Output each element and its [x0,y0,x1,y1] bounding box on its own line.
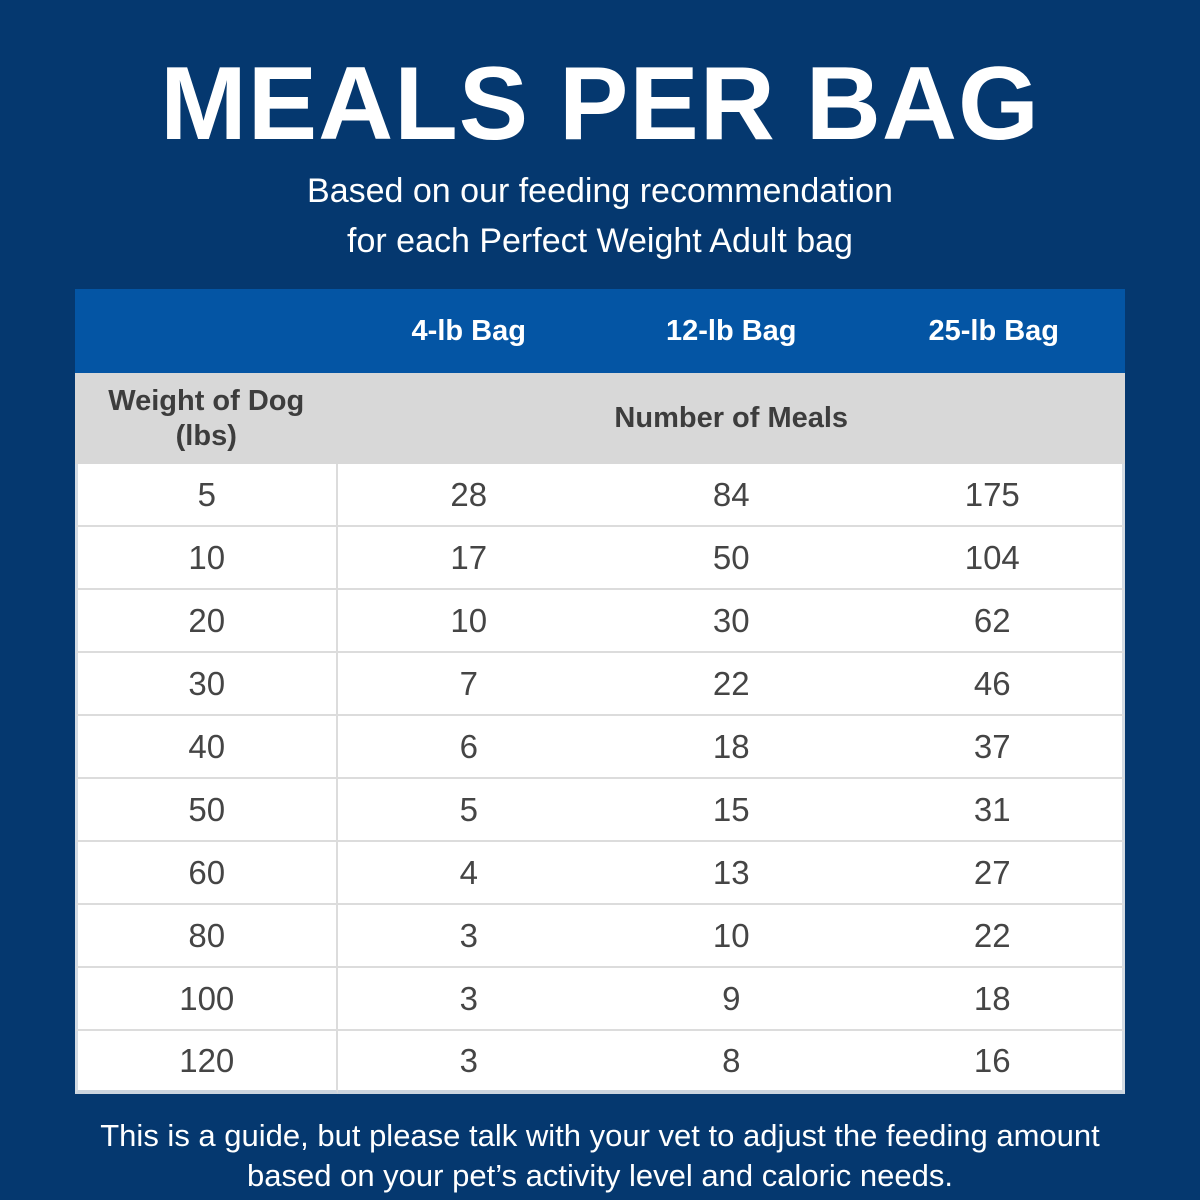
sub-header-row: Weight of Dog (lbs) Number of Meals [75,373,1125,464]
bag-header-12lb: 12-lb Bag [600,289,863,373]
meals-cell-25lb: 31 [862,779,1125,842]
weight-cell: 5 [75,464,338,527]
bag-header-empty-cell [75,289,338,373]
meals-cell-12lb: 15 [600,779,863,842]
table-row: 100 3 9 18 [75,968,1125,1031]
bag-header-25lb: 25-lb Bag [862,289,1125,373]
table-row: 30 7 22 46 [75,653,1125,716]
meals-cell-25lb: 46 [862,653,1125,716]
meals-cell-12lb: 10 [600,905,863,968]
meals-cell-12lb: 8 [600,1031,863,1094]
table-row: 40 6 18 37 [75,716,1125,779]
weight-cell: 40 [75,716,338,779]
weight-cell: 10 [75,527,338,590]
weight-cell: 20 [75,590,338,653]
meals-cell-4lb: 28 [337,464,600,527]
table-row: 50 5 15 31 [75,779,1125,842]
meals-cell-12lb: 18 [600,716,863,779]
footnote: This is a guide, but please talk with yo… [0,1116,1200,1196]
meals-cell-4lb: 3 [337,968,600,1031]
meals-cell-25lb: 104 [862,527,1125,590]
page-subtitle: Based on our feeding recommendation for … [0,166,1200,266]
weight-cell: 60 [75,842,338,905]
weight-cell: 50 [75,779,338,842]
number-of-meals-header: Number of Meals [337,373,1125,464]
meals-cell-12lb: 13 [600,842,863,905]
table-row: 5 28 84 175 [75,464,1125,527]
feeding-table-container: 4-lb Bag 12-lb Bag 25-lb Bag Weight of D… [75,289,1125,1094]
meals-cell-4lb: 3 [337,1031,600,1094]
meals-cell-4lb: 17 [337,527,600,590]
weight-cell: 80 [75,905,338,968]
weight-header-line-1: Weight of Dog [108,384,305,417]
meals-cell-25lb: 16 [862,1031,1125,1094]
meals-cell-4lb: 5 [337,779,600,842]
meals-cell-12lb: 50 [600,527,863,590]
bag-size-header-row: 4-lb Bag 12-lb Bag 25-lb Bag [75,289,1125,373]
meals-cell-4lb: 4 [337,842,600,905]
weight-cell: 100 [75,968,338,1031]
meals-cell-25lb: 22 [862,905,1125,968]
meals-cell-12lb: 9 [600,968,863,1031]
table-body: 5 28 84 175 10 17 50 104 20 10 30 62 30 … [75,464,1125,1094]
meals-cell-12lb: 84 [600,464,863,527]
table-row: 80 3 10 22 [75,905,1125,968]
meals-cell-12lb: 30 [600,590,863,653]
footnote-line-1: This is a guide, but please talk with yo… [100,1118,1100,1153]
page-title: MEALS PER BAG [160,46,1040,162]
meals-cell-25lb: 62 [862,590,1125,653]
footnote-line-2: based on your pet’s activity level and c… [247,1158,953,1193]
table-row: 60 4 13 27 [75,842,1125,905]
meals-cell-4lb: 6 [337,716,600,779]
meals-cell-25lb: 175 [862,464,1125,527]
feeding-table: 4-lb Bag 12-lb Bag 25-lb Bag Weight of D… [75,289,1125,1094]
meals-cell-4lb: 3 [337,905,600,968]
meals-cell-25lb: 18 [862,968,1125,1031]
weight-of-dog-header: Weight of Dog (lbs) [75,373,338,464]
table-row: 10 17 50 104 [75,527,1125,590]
subtitle-line-1: Based on our feeding recommendation [307,172,893,210]
weight-cell: 30 [75,653,338,716]
meals-cell-12lb: 22 [600,653,863,716]
meals-cell-4lb: 10 [337,590,600,653]
subtitle-line-2: for each Perfect Weight Adult bag [347,222,853,260]
bag-header-4lb: 4-lb Bag [337,289,600,373]
meals-cell-4lb: 7 [337,653,600,716]
weight-cell: 120 [75,1031,338,1094]
meals-cell-25lb: 37 [862,716,1125,779]
table-row: 120 3 8 16 [75,1031,1125,1094]
meals-cell-25lb: 27 [862,842,1125,905]
weight-header-line-2: (lbs) [175,419,237,452]
table-row: 20 10 30 62 [75,590,1125,653]
